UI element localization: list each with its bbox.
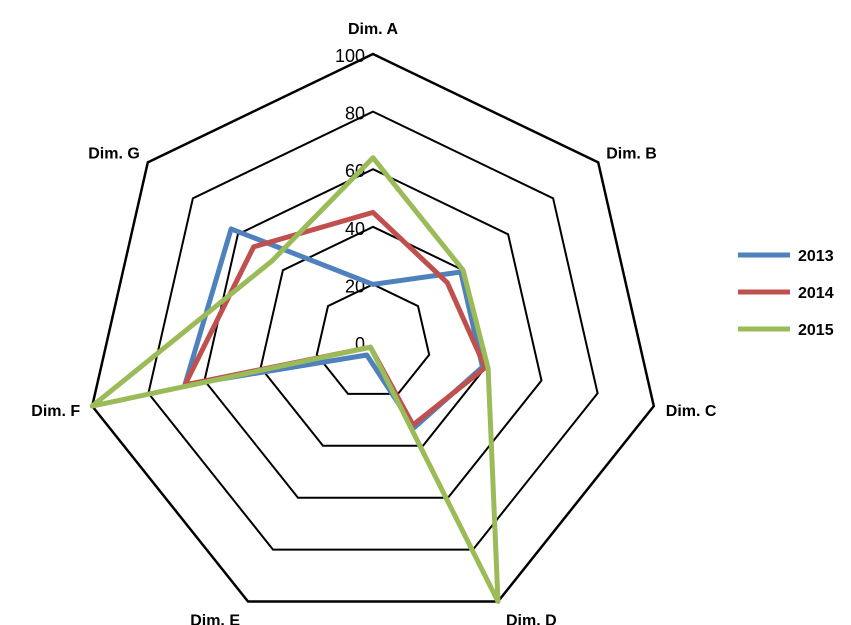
grid-ring-80 bbox=[147, 110, 599, 551]
series-line-2015 bbox=[89, 155, 501, 604]
axis-label-dim-b: Dim. B bbox=[606, 145, 657, 162]
axis-label-dim-g: Dim. G bbox=[88, 145, 140, 162]
grid-ring-100 bbox=[90, 52, 656, 603]
axis-label-dim-c: Dim. C bbox=[666, 403, 717, 420]
legend-label-2015: 2015 bbox=[798, 322, 834, 339]
series-lines bbox=[89, 155, 501, 604]
legend-label-2014: 2014 bbox=[798, 285, 834, 302]
tick-label: 40 bbox=[345, 219, 365, 239]
axis-label-dim-f: Dim. F bbox=[31, 403, 80, 420]
tick-label: 100 bbox=[335, 46, 365, 66]
tick-label: 60 bbox=[345, 161, 365, 181]
axis-label-dim-a: Dim. A bbox=[348, 21, 399, 38]
radar-grid bbox=[90, 52, 656, 603]
tick-label: 80 bbox=[345, 104, 365, 124]
tick-label: 0 bbox=[355, 334, 365, 354]
axis-label-dim-d: Dim. D bbox=[506, 613, 557, 625]
grid-ring-60 bbox=[203, 168, 543, 499]
axis-label-dim-e: Dim. E bbox=[190, 613, 240, 625]
legend-label-2013: 2013 bbox=[798, 248, 834, 265]
grid-ring-20 bbox=[315, 283, 431, 395]
axis-labels: Dim. A Dim. B Dim. C Dim. D Dim. E Dim. F Dim.… bbox=[31, 21, 717, 625]
legend: 2013 2014 2015 bbox=[738, 248, 834, 339]
